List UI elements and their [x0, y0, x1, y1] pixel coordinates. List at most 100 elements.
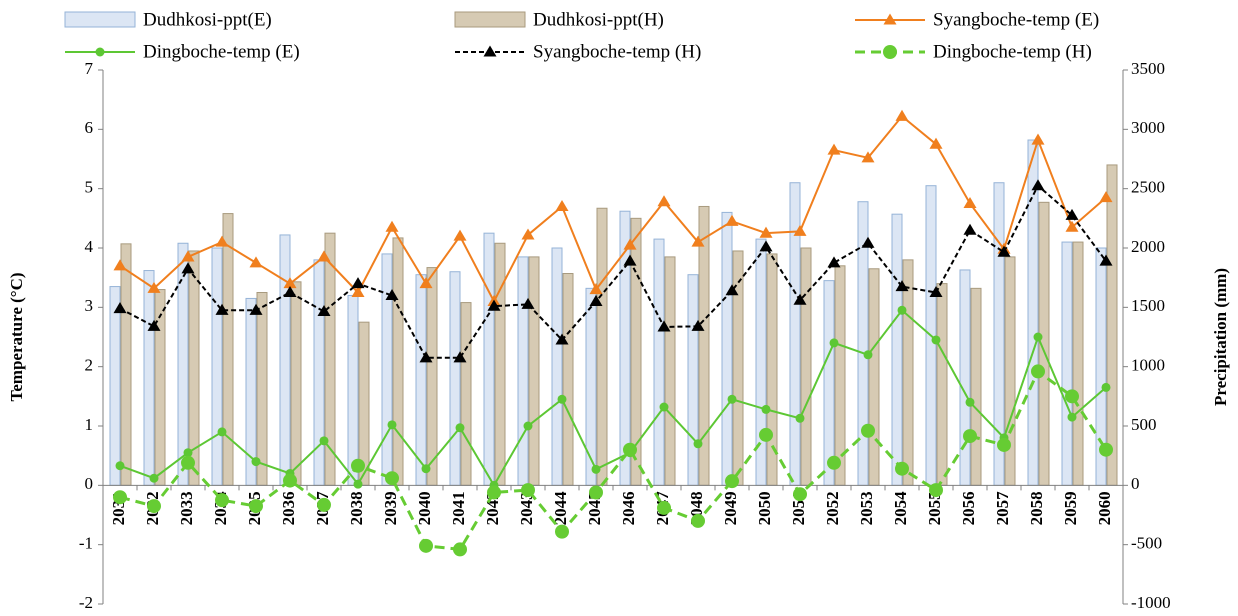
point [725, 284, 739, 296]
bar [891, 213, 903, 486]
point [997, 437, 1011, 452]
point [623, 442, 637, 457]
point [317, 497, 331, 512]
point [827, 256, 841, 268]
point [657, 500, 671, 515]
point [453, 351, 467, 363]
point [555, 199, 569, 212]
y2-tick-label: 0 [1131, 474, 1140, 493]
bar [381, 253, 393, 486]
point [725, 214, 739, 226]
point [1031, 179, 1045, 191]
point [419, 538, 433, 553]
bar [528, 256, 540, 486]
point [759, 226, 773, 238]
x-tick-label: 2054 [891, 491, 910, 526]
y-tick-label: 5 [85, 178, 94, 197]
point [251, 457, 261, 467]
line [119, 308, 1107, 488]
point [591, 464, 601, 474]
bar [154, 289, 166, 486]
point [827, 455, 841, 470]
point [929, 483, 943, 498]
line [119, 114, 1107, 304]
point [1099, 191, 1113, 203]
bar [653, 238, 665, 486]
x-tick-label: 2057 [993, 491, 1012, 526]
y2-tick-label: 500 [1131, 415, 1157, 434]
bar [392, 237, 404, 486]
point [181, 455, 195, 470]
y-tick-label: -2 [79, 593, 93, 611]
legend-label: Dingboche-temp (H) [933, 41, 1092, 62]
bar [1027, 139, 1039, 486]
point [421, 464, 431, 474]
bar [585, 287, 597, 486]
x-tick-label: 2046 [619, 491, 638, 525]
point [759, 427, 773, 442]
point [217, 427, 227, 437]
point [249, 499, 263, 514]
point [997, 245, 1011, 257]
legend-marker [483, 45, 497, 57]
point [385, 471, 399, 486]
point [963, 429, 977, 444]
y2-tick-label: -1000 [1131, 593, 1171, 611]
point [351, 277, 365, 289]
bar [868, 268, 880, 486]
point [693, 439, 703, 449]
point [897, 305, 907, 315]
point [487, 485, 501, 500]
point [149, 473, 159, 483]
point [113, 302, 127, 314]
y2-tick-label: 1000 [1131, 356, 1165, 375]
point [725, 474, 739, 489]
point [895, 461, 909, 476]
legend-label: Syangboche-temp (E) [933, 9, 1099, 30]
line [119, 369, 1108, 552]
point [283, 286, 297, 298]
bar [551, 247, 563, 486]
bar [562, 273, 574, 486]
point [181, 250, 195, 262]
point [931, 335, 941, 345]
point [113, 490, 127, 505]
point [147, 281, 161, 293]
point [487, 299, 501, 311]
bar [1061, 241, 1073, 486]
point [1099, 442, 1113, 457]
point [691, 513, 705, 528]
x-tick-label: 2052 [823, 491, 842, 525]
point [1101, 382, 1111, 392]
bar [415, 274, 427, 486]
bar [596, 207, 608, 486]
point [861, 236, 875, 248]
point [455, 423, 465, 433]
point [793, 293, 807, 305]
point [761, 404, 771, 414]
bar [823, 280, 835, 486]
point [215, 493, 229, 508]
y-tick-label: 2 [85, 356, 94, 375]
y-tick-label: 3 [85, 296, 94, 315]
point [351, 458, 365, 473]
y2-tick-label: 3500 [1131, 59, 1165, 78]
bar [290, 281, 302, 486]
y-tick-label: 1 [85, 415, 94, 434]
point [317, 250, 331, 262]
point [795, 413, 805, 423]
point [691, 319, 705, 331]
x-tick-label: 2042 [483, 491, 502, 525]
point [385, 288, 399, 301]
point [589, 485, 603, 500]
bar [211, 247, 223, 486]
y2-tick-label: 3000 [1131, 118, 1165, 137]
point [557, 394, 567, 404]
bar [483, 232, 495, 486]
point [283, 473, 297, 488]
point [385, 220, 399, 232]
bar [313, 259, 325, 486]
point [387, 420, 397, 430]
point [793, 487, 807, 502]
point [1031, 364, 1045, 379]
